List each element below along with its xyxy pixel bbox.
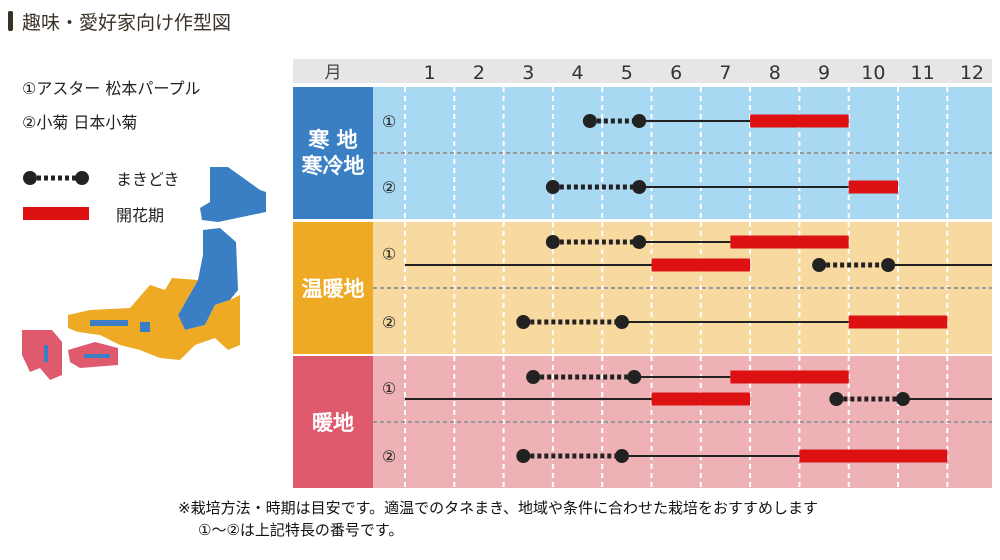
legend-sowing: まきどき — [22, 166, 180, 190]
flowering-bar — [799, 449, 948, 463]
row-label: ② — [382, 313, 396, 332]
region-label-bg-cold — [293, 87, 373, 219]
legend-flowering-label: 開花期 — [116, 206, 165, 225]
month-tick-label: 7 — [719, 62, 731, 84]
legend-flowering: 開花期 — [22, 202, 164, 226]
variety-2: ②小菊 日本小菊 — [22, 113, 138, 132]
sowing-start-dot — [526, 370, 541, 384]
sowing-end-dot — [881, 258, 896, 272]
region-label-bg-hot — [293, 356, 373, 488]
flowering-symbol-icon — [23, 207, 89, 220]
month-tick-label: 11 — [911, 62, 935, 84]
sowing-end-dot — [614, 315, 629, 329]
flowering-bar — [651, 392, 751, 406]
flowering-bar — [730, 235, 849, 249]
flowering-bar — [848, 315, 948, 329]
sowing-end-dot — [627, 370, 642, 384]
section-title: 趣味・愛好家向け作型図 — [8, 8, 231, 34]
note-line-1: ※栽培方法・時期は目安です。適温でのタネまき、地域や条件に合わせた栽培をおすすめ… — [178, 499, 819, 517]
month-tick-label: 4 — [572, 62, 584, 84]
sowing-symbol-icon — [23, 171, 89, 185]
flowering-bar — [651, 258, 751, 272]
month-tick-label: 9 — [818, 62, 830, 84]
flowering-bar — [750, 114, 849, 128]
sowing-end-dot — [632, 235, 647, 249]
sowing-start-dot — [516, 315, 531, 329]
sowing-start-dot — [812, 258, 827, 272]
row-label: ① — [382, 112, 396, 131]
note-line-2: ①～②は上記特長の番号です。 — [198, 521, 404, 539]
row-label: ② — [382, 447, 396, 466]
month-tick-label: 2 — [473, 62, 485, 84]
flowering-bar — [730, 370, 849, 384]
month-tick-label: 5 — [621, 62, 633, 84]
sowing-start-dot — [582, 114, 597, 128]
japan-region-map — [22, 167, 266, 380]
region-name: 温暖地 — [302, 277, 365, 301]
month-tick-label: 12 — [960, 62, 984, 84]
legend-sowing-label: まきどき — [116, 170, 180, 189]
region-label-bg-warm — [293, 222, 373, 354]
sowing-start-dot — [829, 392, 844, 406]
sowing-start-dot — [545, 235, 560, 249]
month-header-bg — [293, 59, 992, 83]
month-tick-label: 1 — [424, 62, 436, 84]
title-text: 趣味・愛好家向け作型図 — [22, 11, 232, 34]
sowing-end-dot — [632, 180, 647, 194]
sowing-start-dot — [545, 180, 560, 194]
month-tick-label: 6 — [670, 62, 682, 84]
variety-1: ①アスター 松本パープル — [22, 79, 201, 98]
sowing-start-dot — [516, 449, 531, 463]
sowing-end-dot — [895, 392, 910, 406]
row-label: ① — [382, 379, 396, 398]
region-name: 暖地 — [312, 411, 354, 435]
month-tick-label: 10 — [861, 62, 885, 84]
title-bar — [8, 11, 13, 31]
sowing-end-dot — [632, 114, 647, 128]
region-name: 寒 地 — [308, 128, 357, 152]
flowering-bar — [848, 180, 898, 194]
region-name-2: 寒冷地 — [302, 154, 365, 178]
row-label: ② — [382, 178, 396, 197]
row-label: ① — [382, 245, 396, 264]
month-tick-label: 3 — [522, 62, 534, 84]
month-tick-label: 8 — [769, 62, 781, 84]
sowing-end-dot — [614, 449, 629, 463]
month-header-label: 月 — [325, 63, 342, 83]
variety-list: ①アスター 松本パープル ②小菊 日本小菊 — [22, 72, 200, 140]
